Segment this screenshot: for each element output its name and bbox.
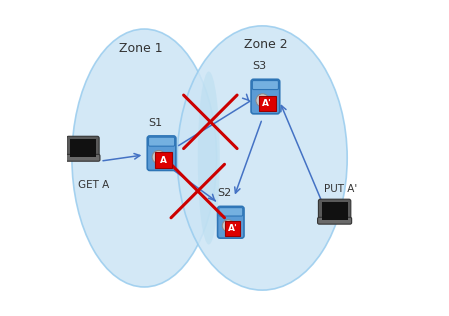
FancyBboxPatch shape xyxy=(317,217,352,224)
Text: S3: S3 xyxy=(252,62,266,71)
FancyBboxPatch shape xyxy=(149,137,175,146)
FancyBboxPatch shape xyxy=(259,96,276,111)
Ellipse shape xyxy=(198,71,220,245)
FancyBboxPatch shape xyxy=(318,199,351,222)
Ellipse shape xyxy=(72,29,216,287)
Text: S1: S1 xyxy=(148,118,163,128)
Circle shape xyxy=(256,94,269,107)
Circle shape xyxy=(156,154,162,160)
Text: GET A: GET A xyxy=(78,180,110,190)
FancyBboxPatch shape xyxy=(218,206,244,238)
FancyBboxPatch shape xyxy=(225,222,240,236)
Text: S2: S2 xyxy=(217,188,232,198)
Text: A': A' xyxy=(262,99,272,108)
Text: Zone 1: Zone 1 xyxy=(119,42,163,55)
Text: Zone 2: Zone 2 xyxy=(244,39,287,52)
FancyBboxPatch shape xyxy=(66,155,100,161)
Circle shape xyxy=(225,223,231,228)
FancyBboxPatch shape xyxy=(67,136,99,160)
Circle shape xyxy=(152,150,165,164)
Text: A: A xyxy=(160,156,167,165)
Circle shape xyxy=(260,97,266,103)
Text: PUT A': PUT A' xyxy=(324,184,357,194)
Circle shape xyxy=(222,220,234,232)
FancyBboxPatch shape xyxy=(155,152,172,168)
FancyBboxPatch shape xyxy=(252,81,278,89)
FancyBboxPatch shape xyxy=(147,136,176,170)
FancyBboxPatch shape xyxy=(251,79,280,114)
Ellipse shape xyxy=(177,26,347,290)
FancyBboxPatch shape xyxy=(321,202,348,220)
FancyBboxPatch shape xyxy=(219,208,243,216)
Text: A': A' xyxy=(228,224,238,233)
FancyBboxPatch shape xyxy=(70,139,96,157)
